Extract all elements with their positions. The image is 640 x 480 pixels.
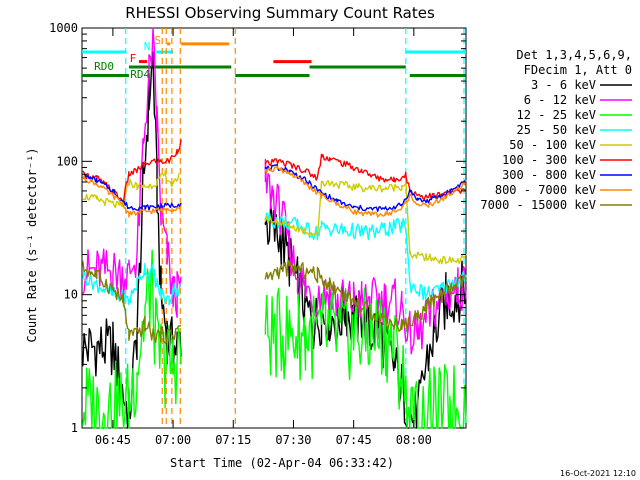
plot-frame [81, 27, 467, 429]
legend-label-3: 25 - 50 keV [517, 123, 596, 137]
legend-label-4: 50 - 100 keV [509, 138, 596, 152]
annotation-rd4: RD4 [130, 68, 150, 81]
series-line-6 [82, 164, 467, 212]
state-bars [82, 42, 466, 78]
x-tick-label-1: 07:00 [155, 433, 191, 447]
legend-label-6: 300 - 800 keV [502, 168, 596, 182]
y-tick-label-3: 1000 [49, 21, 78, 35]
x-tick-label-3: 07:30 [275, 433, 311, 447]
chart-title: RHESSI Observing Summary Count Rates [125, 4, 435, 22]
series-lines [82, 27, 467, 429]
y-tick-label-1: 10 [64, 288, 78, 302]
legend-label-5: 100 - 300 keV [502, 153, 596, 167]
annotations: FN S RD0 RD4 [94, 34, 161, 81]
y-tick-label-0: 1 [71, 421, 78, 435]
legend-label-8: 7000 - 15000 keV [480, 198, 596, 212]
annotation-n: N [144, 40, 151, 53]
x-axis-label: Start Time (02-Apr-04 06:33:42) [170, 456, 394, 470]
x-tick-label-2: 07:15 [215, 433, 251, 447]
legend-header-line-1: Det 1,3,4,5,6,9, [516, 48, 632, 62]
annotation-f: F [130, 52, 137, 65]
series-line-7 [82, 165, 467, 218]
x-tick-label-4: 07:45 [336, 433, 372, 447]
x-tick-label-5: 08:00 [396, 433, 432, 447]
series-line-2 [82, 249, 467, 429]
series-line-4 [82, 170, 467, 265]
legend-header-line-2: FDecim 1, Att 0 [524, 63, 632, 77]
x-tick-label-0: 06:45 [95, 433, 131, 447]
plot-border [81, 27, 467, 429]
y-axis-label: Count Rate (s⁻¹ detector⁻¹) [25, 147, 39, 342]
legend-label-0: 3 - 6 keV [531, 78, 596, 92]
annotation-s: S [155, 34, 162, 47]
series-line-8 [82, 259, 467, 344]
legend-label-7: 800 - 7000 keV [495, 183, 596, 197]
y-tick-label-2: 100 [56, 154, 78, 168]
legend-label-1: 6 - 12 keV [524, 93, 596, 107]
annotation-rd0: RD0 [94, 60, 114, 73]
axes: 06:45 07:00 07:15 07:30 07:45 08:00 1 10 100 1000 [49, 21, 466, 447]
legend-label-2: 12 - 25 keV [517, 108, 596, 122]
footer-date: 16-Oct-2021 12:10 [560, 469, 636, 478]
